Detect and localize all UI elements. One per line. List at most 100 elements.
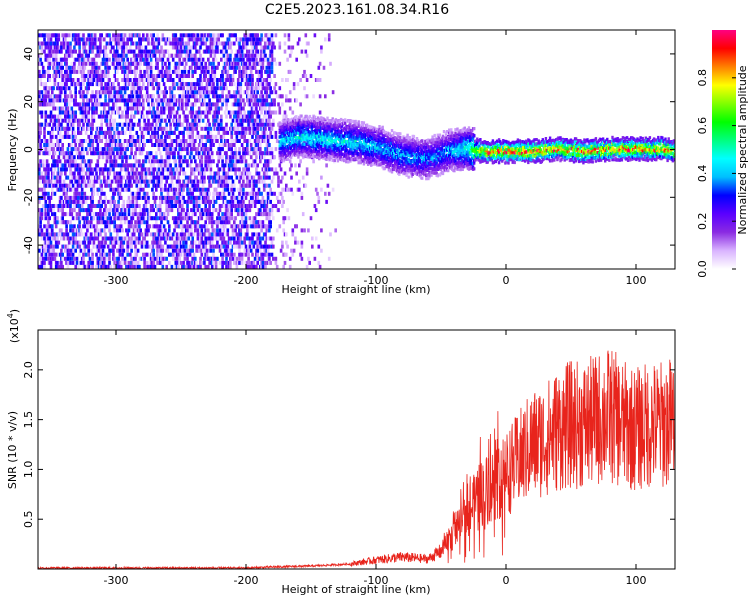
heatmap-cell: [145, 167, 149, 172]
heatmap-cell: [145, 49, 149, 54]
heatmap-cell: [106, 175, 110, 180]
heatmap-cell: [84, 147, 88, 152]
heatmap-cell: [199, 53, 202, 58]
heatmap-cell: [78, 90, 81, 95]
heatmap-cell: [84, 183, 88, 188]
heatmap-cell: [121, 114, 124, 119]
heatmap-cell: [60, 228, 63, 233]
heatmap-cell: [57, 264, 61, 269]
heatmap-cell: [175, 61, 179, 66]
heatmap-cell: [252, 151, 256, 156]
heatmap-cell: [142, 216, 145, 221]
heatmap-cell: [61, 183, 64, 188]
heatmap-cell: [91, 126, 94, 131]
heatmap-cell: [230, 134, 233, 139]
heatmap-cell: [221, 41, 224, 46]
heatmap-cell: [125, 159, 128, 164]
heatmap-cell: [156, 224, 159, 229]
heatmap-cell: [77, 199, 80, 204]
heatmap-cell: [218, 151, 222, 156]
heatmap-cell: [90, 208, 93, 213]
heatmap-cell: [145, 57, 149, 62]
heatmap-cell: [45, 195, 49, 200]
heatmap-cell: [210, 224, 214, 229]
heatmap-cell: [197, 151, 201, 156]
heatmap-cell: [204, 244, 207, 249]
heatmap-cell: [67, 151, 71, 156]
heatmap-cell: [127, 220, 131, 225]
heatmap-cell: [54, 33, 58, 38]
heatmap-cell: [247, 252, 250, 257]
heatmap-cell: [244, 45, 248, 50]
heatmap-cell: [126, 78, 129, 82]
heatmap-cell: [140, 256, 144, 261]
heatmap-cell: [164, 228, 167, 233]
heatmap-cell: [58, 159, 62, 164]
heatmap-cell: [87, 163, 90, 168]
heatmap-cell: [203, 191, 206, 196]
heatmap-cell: [143, 264, 146, 269]
heatmap-cell: [104, 143, 107, 147]
heatmap-cell: [80, 147, 84, 152]
heatmap-cell: [132, 102, 136, 107]
heatmap-cell: [223, 57, 227, 62]
heatmap-cell: [157, 49, 161, 54]
heatmap-cell: [100, 102, 103, 107]
heatmap-cell: [147, 171, 150, 176]
heatmap-cell: [40, 94, 44, 99]
heatmap-cell: [152, 179, 155, 184]
heatmap-cell: [179, 45, 183, 50]
heatmap-cell: [209, 61, 213, 66]
heatmap-cell: [65, 151, 68, 156]
heatmap-cell: [71, 252, 75, 257]
heatmap-cell: [75, 151, 79, 156]
heatmap-cell: [112, 187, 115, 192]
heatmap-cell: [192, 37, 196, 42]
heatmap-cell: [179, 151, 183, 156]
heatmap-cell: [51, 252, 54, 257]
heatmap-cell: [243, 110, 246, 115]
heatmap-cell: [80, 171, 84, 176]
heatmap-cell: [158, 139, 162, 143]
heatmap-cell: [114, 57, 118, 62]
heatmap-cell: [168, 228, 171, 233]
heatmap-cell: [116, 228, 119, 233]
heatmap-cell: [104, 232, 107, 237]
heatmap-cell: [209, 53, 213, 58]
heatmap-cell: [144, 94, 148, 99]
heatmap-cell: [118, 122, 122, 127]
heatmap-cell: [126, 204, 129, 208]
heatmap-cell: [149, 61, 153, 66]
heatmap-cell: [221, 102, 224, 107]
heatmap-cell: [39, 130, 42, 135]
heatmap-cell: [253, 269, 256, 273]
heatmap-cell: [210, 86, 214, 91]
heatmap-cell: [79, 110, 83, 115]
heatmap-cell: [87, 114, 90, 119]
heatmap-cell: [123, 260, 127, 265]
heatmap-cell: [161, 264, 165, 269]
heatmap-cell: [212, 204, 215, 208]
heatmap-cell: [239, 82, 243, 87]
heatmap-cell: [61, 147, 64, 152]
heatmap-cell: [122, 65, 126, 70]
heatmap-cell: [171, 41, 175, 46]
heatmap-cell: [235, 264, 239, 269]
heatmap-cell: [230, 65, 233, 70]
heatmap-cell: [51, 155, 54, 160]
heatmap-cell: [200, 159, 204, 164]
heatmap-cell: [126, 98, 129, 103]
heatmap-cell: [151, 204, 154, 208]
heatmap-cell: [225, 114, 228, 119]
heatmap-cell: [151, 122, 154, 127]
heatmap-cell: [158, 208, 162, 213]
heatmap-cell: [58, 65, 62, 70]
heatmap-cell: [182, 244, 185, 249]
heatmap-cell: [75, 187, 79, 192]
heatmap-cell: [90, 139, 93, 143]
heatmap-cell: [82, 126, 85, 131]
heatmap-cell: [92, 244, 96, 249]
heatmap-cell: [99, 260, 102, 265]
heatmap-cell: [65, 61, 68, 66]
heatmap-cell: [213, 118, 217, 123]
